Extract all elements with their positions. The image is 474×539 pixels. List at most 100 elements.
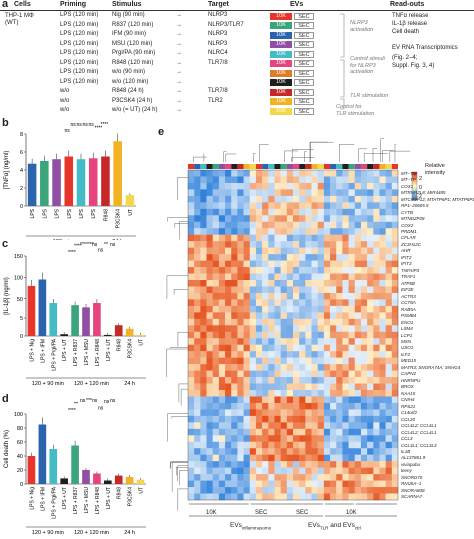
heatmap-cell: [349, 494, 355, 501]
heatmap-cell: [213, 448, 219, 455]
heatmap-cell: [237, 235, 243, 242]
heatmap-cell: [293, 390, 299, 397]
heatmap-cell: [379, 448, 385, 455]
heatmap-cell: [312, 487, 318, 494]
heatmap-cell: [262, 176, 268, 183]
heatmap-cell: [373, 338, 379, 345]
heatmap-cell: [324, 429, 330, 436]
heatmap-cell: [293, 286, 299, 293]
heatmap-cell: [312, 280, 318, 287]
heatmap-cell: [250, 455, 256, 462]
heatmap-cell: [287, 235, 293, 242]
heatmap-cell: [367, 338, 373, 345]
heatmap-cell: [379, 345, 385, 352]
heatmap-cell: [237, 241, 243, 248]
heatmap-cell: [250, 261, 256, 268]
heatmap-cell: [349, 222, 355, 229]
heatmap-cell: [225, 396, 231, 403]
note-control-nlrp3: Control stimuli for NLRP3 activation: [350, 56, 385, 76]
heatmap-cell: [386, 481, 392, 488]
heatmap-cell: [274, 261, 280, 268]
heatmap-cell: [194, 377, 200, 384]
heatmap-cell: [188, 280, 194, 287]
heatmap-cell: [379, 422, 385, 429]
heatmap-cell: [324, 274, 330, 281]
heatmap-cell: [330, 209, 336, 216]
heatmap-cell: [305, 189, 311, 196]
heatmap-cell: [262, 468, 268, 475]
heatmap-cell: [274, 176, 280, 183]
heatmap-cell: [231, 267, 237, 274]
heatmap-cell: [392, 274, 398, 281]
heatmap-cell: [336, 332, 342, 339]
heatmap-cell: [305, 377, 311, 384]
heatmap-cell: [250, 306, 256, 313]
heatmap-cell: [281, 422, 287, 429]
heatmap-cell: [237, 176, 243, 183]
heatmap-cell: [379, 351, 385, 358]
heatmap-cell: [318, 248, 324, 255]
heatmap-cell: [200, 338, 206, 345]
heatmap-cell: [392, 487, 398, 494]
heatmap-cell: [305, 448, 311, 455]
heatmap-cell: [349, 235, 355, 242]
heatmap-cell: [237, 442, 243, 449]
header-readouts: Read-outs: [390, 1, 424, 8]
heatmap-cell: [244, 248, 250, 255]
heatmap-cell: [200, 468, 206, 475]
x-tick-label: UT: [139, 339, 145, 346]
heatmap-cell: [324, 364, 330, 371]
heatmap-cell: [194, 293, 200, 300]
heatmap-cell: [213, 487, 219, 494]
heatmap-cell: [336, 183, 342, 190]
heatmap-cell: [262, 241, 268, 248]
heatmap-cell: [200, 481, 206, 488]
significance-label: ns: [92, 242, 98, 248]
heatmap-cell: [256, 422, 262, 429]
heatmap-cell: [287, 409, 293, 416]
heatmap-cell: [349, 396, 355, 403]
heatmap-cell: [213, 455, 219, 462]
heatmap-cell: [244, 358, 250, 365]
heatmap-cell: [392, 338, 398, 345]
heatmap-cell: [330, 261, 336, 268]
heatmap-cell: [367, 202, 373, 209]
heatmap-cell: [219, 461, 225, 468]
gene-label: MTND2P28: [401, 216, 425, 221]
gene-label: MSN: [401, 339, 411, 344]
heatmap-cell: [373, 261, 379, 268]
heatmap-cell: [367, 332, 373, 339]
heatmap-cell: [237, 299, 243, 306]
heatmap-cell: [225, 338, 231, 345]
heatmap-cell: [244, 422, 250, 429]
heatmap-cell: [324, 319, 330, 326]
heatmap-cell: [349, 487, 355, 494]
heatmap-cell: [225, 351, 231, 358]
heatmap-cell: [342, 396, 348, 403]
heatmap-cell: [287, 345, 293, 352]
heatmap-cell: [225, 215, 231, 222]
heatmap-cell: [219, 332, 225, 339]
heatmap-cell: [207, 461, 213, 468]
heatmap-cell: [349, 241, 355, 248]
heatmap-cell: [336, 487, 342, 494]
heatmap-cell: [194, 358, 200, 365]
heatmap-cell: [213, 267, 219, 274]
heatmap-cell: [355, 176, 361, 183]
heatmap-cell: [231, 422, 237, 429]
heatmap-cell: [355, 222, 361, 229]
heatmap-cell: [268, 345, 274, 352]
heatmap-cell: [355, 409, 361, 416]
heatmap-cell: [342, 202, 348, 209]
heatmap-cell: [386, 487, 392, 494]
heatmap-cell: [287, 416, 293, 423]
column-group-swatch: [355, 164, 361, 169]
heatmap-cell: [349, 299, 355, 306]
heatmap-cell: [207, 332, 213, 339]
heatmap-cell: [274, 358, 280, 365]
heatmap-cell: [324, 222, 330, 229]
heatmap-cell: [312, 299, 318, 306]
gene-label: RNU5A–1: [401, 481, 421, 486]
heatmap-cell: [256, 481, 262, 488]
heatmap-cell: [268, 261, 274, 268]
